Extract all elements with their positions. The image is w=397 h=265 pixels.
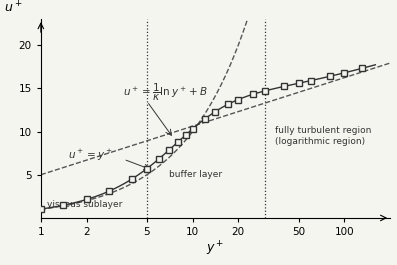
Y-axis label: $u^+$: $u^+$: [4, 0, 22, 15]
Text: viscous sublayer: viscous sublayer: [47, 200, 123, 209]
Text: fully turbulent region
(logarithmic region): fully turbulent region (logarithmic regi…: [275, 126, 372, 145]
Text: $u^+ = \dfrac{1}{\kappa} \ln y^+ + B$: $u^+ = \dfrac{1}{\kappa} \ln y^+ + B$: [123, 82, 208, 103]
Text: buffer layer: buffer layer: [169, 170, 222, 179]
Text: $u^+ = y^+$: $u^+ = y^+$: [67, 148, 112, 163]
X-axis label: $y^+$: $y^+$: [206, 240, 225, 258]
